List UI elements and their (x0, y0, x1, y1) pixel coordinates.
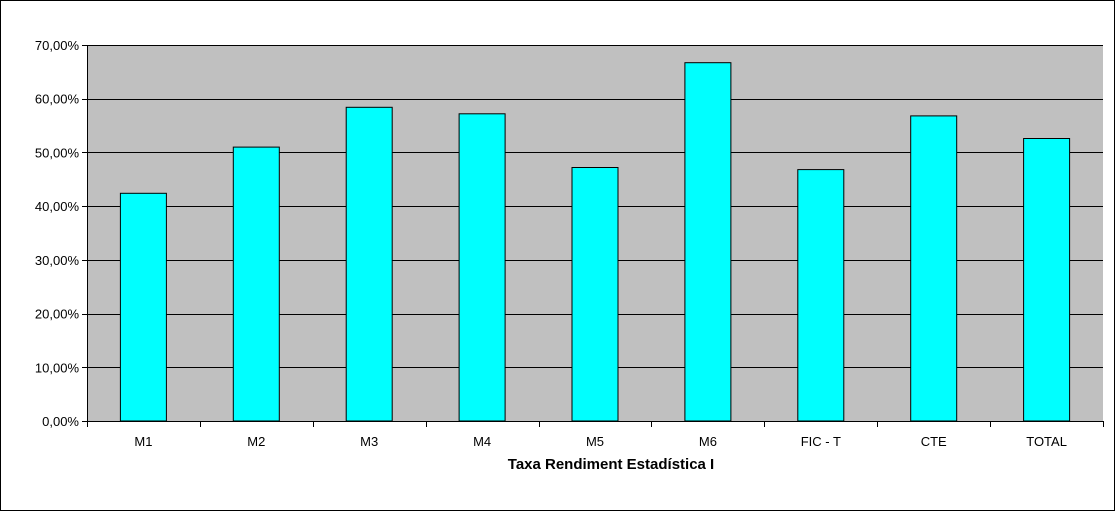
y-tick-label: 10,00% (35, 360, 80, 375)
bar-m5 (571, 167, 619, 422)
x-tick-label: M6 (699, 434, 717, 449)
bar-fic-t (797, 169, 845, 422)
bar-m6 (684, 62, 732, 422)
bar-m2 (232, 146, 280, 422)
x-tick-label: M3 (360, 434, 378, 449)
x-axis-title: Taxa Rendiment Estadística I (508, 456, 714, 473)
y-tick-label: 30,00% (35, 253, 80, 268)
bar-m1 (119, 192, 167, 422)
x-tick-label: M5 (586, 434, 604, 449)
y-tick-label: 20,00% (35, 307, 80, 322)
y-tick-label: 60,00% (35, 92, 80, 107)
x-tick-label: CTE (921, 434, 947, 449)
x-tick-label: TOTAL (1026, 434, 1067, 449)
bar-m4 (458, 113, 506, 422)
x-tick-label: M1 (134, 434, 152, 449)
bar-total (1023, 138, 1071, 422)
x-tick-label: FIC - T (801, 434, 841, 449)
axes (82, 45, 1104, 427)
bar-m3 (345, 106, 393, 422)
y-tick-label: 40,00% (35, 199, 80, 214)
y-tick-label: 70,00% (35, 38, 80, 53)
y-tick-label: 50,00% (35, 145, 80, 160)
bar-cte (910, 115, 958, 422)
x-axis-tick-labels: M1 M2 M3 M4 M5 M6 FIC - T CTE TOTAL (134, 434, 1067, 449)
x-tick-label: M2 (247, 434, 265, 449)
y-tick-label: 0,00% (42, 414, 79, 429)
x-tick-label: M4 (473, 434, 491, 449)
y-axis-tick-labels: 0,00% 10,00% 20,00% 30,00% 40,00% 50,00% 60,00… (35, 38, 80, 429)
